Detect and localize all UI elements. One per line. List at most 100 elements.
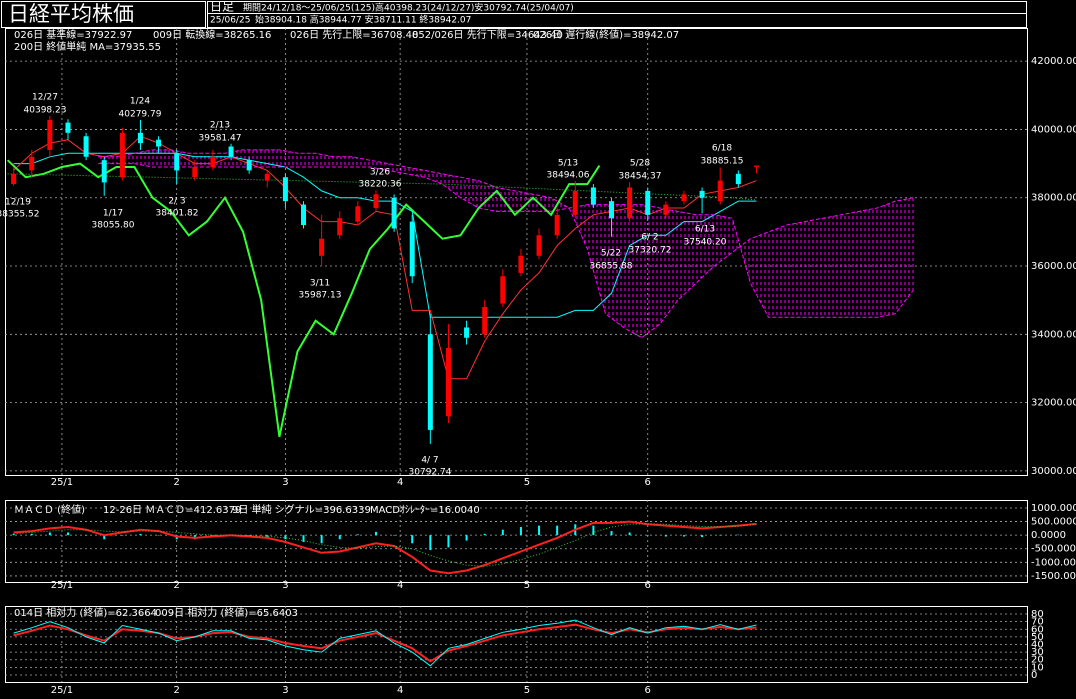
histogram-bar	[646, 535, 649, 536]
candle-body	[627, 187, 633, 219]
annotation-price: 39581.47	[199, 134, 242, 144]
histogram-bar	[48, 532, 51, 536]
y-tick-label: 38000.00	[1031, 193, 1076, 204]
histogram-bar	[103, 535, 106, 540]
y-tick-label: 30	[1031, 647, 1044, 658]
candle-body	[464, 327, 470, 338]
x-tick-label: 3	[282, 580, 288, 591]
candle-body	[427, 334, 433, 430]
candle-body	[47, 119, 53, 150]
y-tick-label: 30000.00	[1031, 466, 1076, 477]
series-line	[13, 619, 757, 667]
histogram-bar	[610, 531, 613, 536]
annotation-date: 12/27	[32, 93, 58, 103]
histogram-bar	[519, 527, 522, 536]
annotation-price: 38401.82	[156, 209, 199, 219]
series-line	[98, 149, 914, 339]
candle-body	[409, 221, 415, 277]
y-tick-label: 32000.00	[1031, 398, 1076, 409]
x-tick-label: 6	[645, 477, 651, 488]
title-box	[1, 1, 206, 28]
candle-body	[355, 206, 361, 222]
x-tick-label: 5	[524, 580, 530, 591]
legend-entry: 026日 遅行線(終値)=38942.07	[533, 28, 679, 41]
x-tick-label: 2	[174, 477, 180, 488]
y-tick-label: 60	[1031, 624, 1044, 635]
x-tick-label: 6	[645, 685, 651, 696]
candle-body	[246, 160, 252, 171]
histogram-bar	[682, 535, 685, 537]
histogram-bar	[121, 535, 124, 536]
histogram-bar	[719, 535, 722, 536]
y-tick-label: -1000.0000	[1031, 557, 1076, 568]
annotation-date: 4/ 7	[421, 456, 438, 466]
candle-body	[337, 218, 343, 236]
panel-frame	[5, 28, 1028, 476]
histogram-bar	[737, 534, 740, 536]
annotation-price: 38055.80	[92, 221, 135, 231]
histogram-bar	[356, 534, 359, 536]
candle-body	[65, 122, 71, 133]
candle-body	[518, 255, 524, 273]
candle-body	[536, 235, 542, 256]
histogram-bar	[592, 525, 595, 536]
histogram-bar	[664, 535, 667, 537]
y-tick-label: 20	[1031, 655, 1044, 666]
x-tick-label: 6	[645, 580, 651, 591]
histogram-bar	[320, 535, 323, 544]
x-tick-label: 2	[174, 685, 180, 696]
candle-body	[192, 167, 198, 178]
y-tick-label: 36000.00	[1031, 261, 1076, 272]
annotation-date: 3/26	[370, 168, 390, 178]
x-tick-label: 3	[282, 477, 288, 488]
histogram-bar	[483, 533, 486, 536]
panel-title: ＭＡＣＤ (終値)	[14, 503, 85, 516]
histogram-bar	[66, 532, 69, 536]
candle-body	[373, 194, 379, 208]
y-tick-label: 0.0000	[1031, 530, 1066, 541]
y-tick-label: 50	[1031, 632, 1044, 643]
candle-body	[699, 190, 705, 198]
candle-body	[681, 194, 687, 202]
histogram-bar	[628, 532, 631, 536]
histogram-bar	[429, 535, 432, 551]
annotation-price: 37540.20	[684, 238, 727, 248]
annotation-date: 3/11	[310, 279, 330, 289]
candle-body	[156, 139, 162, 147]
candle-body	[554, 214, 560, 236]
legend-entry: 12-26日 ＭＡＣＤ=412.6379	[103, 505, 241, 516]
candle-body	[228, 146, 234, 157]
y-tick-label: 80	[1031, 609, 1044, 620]
y-tick-label: 42000.00	[1031, 56, 1076, 67]
annotation-date: 6/18	[712, 144, 732, 154]
annotation-price: 40398.23	[24, 106, 67, 116]
last-date: 25/06/25	[210, 16, 250, 26]
histogram-bar	[139, 533, 142, 536]
candle-body	[609, 201, 615, 219]
annotation-date: 5/13	[558, 159, 578, 169]
panel-frame	[5, 500, 1028, 583]
histogram-bar	[284, 535, 287, 540]
histogram-bar	[12, 533, 15, 536]
candle-body	[29, 156, 35, 171]
candle-body	[391, 197, 397, 229]
annotation-date: 2/13	[210, 121, 230, 131]
histogram-bar	[556, 525, 559, 536]
histogram-bar	[157, 535, 160, 536]
y-tick-label: 10	[1031, 662, 1044, 673]
histogram-bar	[30, 533, 33, 536]
candle-body	[717, 180, 723, 202]
histogram-bar	[538, 525, 541, 536]
annotation-date: 6/13	[695, 225, 715, 235]
header-box	[207, 1, 1027, 28]
last-ohlc: 始38904.18 高38944.77 安38711.11 終38942.07	[255, 14, 471, 26]
candle-body	[482, 307, 488, 335]
histogram-bar	[374, 531, 377, 536]
histogram-bar	[266, 535, 269, 537]
series-line	[6, 159, 601, 438]
annotation-price: 38885.15	[701, 157, 744, 167]
y-tick-label: 1000.0000	[1031, 503, 1076, 514]
